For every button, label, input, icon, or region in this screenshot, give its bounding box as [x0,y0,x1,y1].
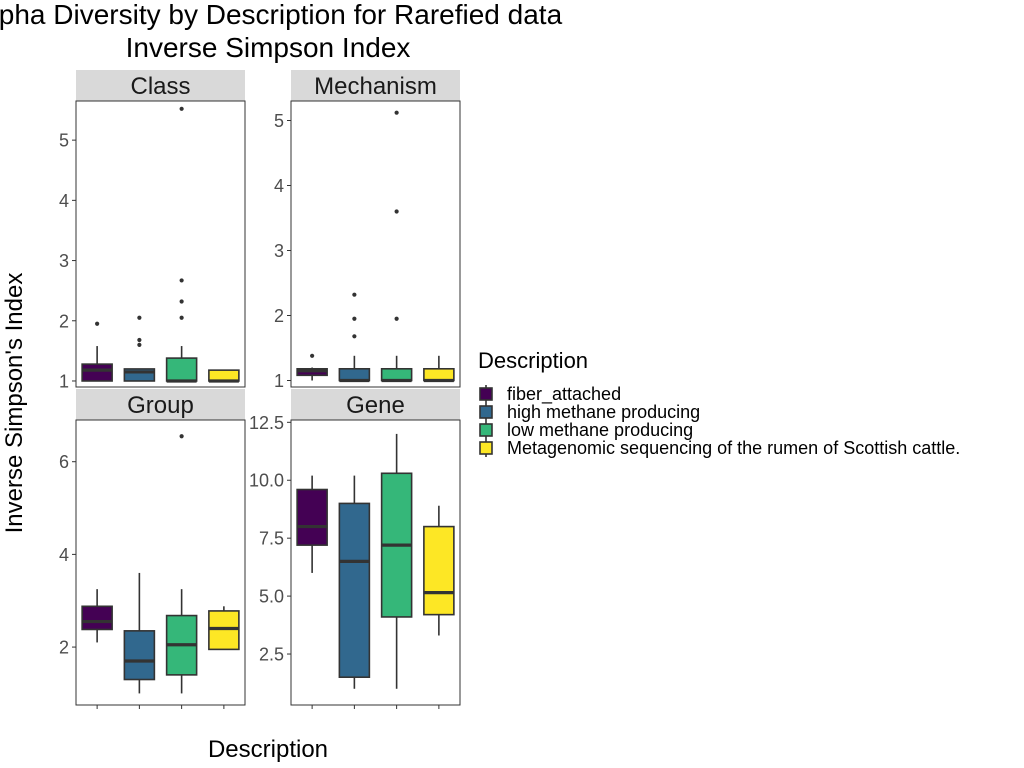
facet-panels: Class 1 2 3 4 5 Mechanism 1 2 3 4 5 Group 2 4 6 Gene 2.5 5… [59,70,461,709]
outlier-point [95,321,100,326]
legend-label: Metagenomic sequencing of the rumen of S… [507,438,960,458]
legend-key [479,423,493,437]
box-mechanism-2 [338,292,371,383]
outlier-point [310,353,315,358]
y-tick-label-mechanism: 1 [274,371,284,391]
x-axis-title: Description [208,736,328,763]
box-body [123,630,156,681]
outlier-point [394,110,399,115]
outlier-point [394,316,399,321]
outlier-point [137,337,142,343]
outlier-point [179,106,184,111]
y-axis-title: Inverse Simpson's Index [1,273,28,534]
box-body [208,369,240,382]
y-tick-label-gene: 2.5 [259,645,284,665]
strip-label-gene: Gene [346,392,405,419]
box-class-1 [81,321,113,382]
chart-subtitle: Inverse Simpson Index [126,32,411,63]
panel-group: Group 2 4 6 [59,389,246,709]
box-group-3 [165,434,198,694]
legend-label: low methane producing [507,420,693,440]
box-class-4 [208,369,240,383]
box-body [338,502,371,678]
outlier-point [179,278,184,283]
panel-border-class [75,100,246,388]
y-tick-label-mechanism: 4 [274,176,284,196]
y-tick-label-class: 4 [59,191,69,211]
panel-border-gene [290,419,461,706]
legend-key [479,387,493,401]
box-mechanism-3 [380,110,413,383]
strip-label-class: Class [130,73,190,100]
outlier-point [352,316,357,321]
legend-label: high methane producing [507,402,700,422]
y-tick-label-gene: 5.0 [259,587,284,607]
legend-label: fiber_attached [507,384,621,405]
box-gene-4 [423,505,455,636]
y-tick-label-mechanism: 3 [274,241,284,261]
outlier-point [179,434,184,439]
panel-mechanism: Mechanism 1 2 3 4 5 [274,70,461,391]
y-tick-label-class: 1 [59,371,69,391]
strip-label-mechanism: Mechanism [314,73,437,100]
outlier-point [179,315,184,320]
box-class-3 [165,106,198,383]
box-group-4 [208,606,240,651]
legend-entry-2: high methane producing [479,402,700,422]
box-body [208,610,240,651]
outlier-point [137,315,142,320]
box-mechanism-1 [296,353,328,381]
panel-gene: Gene 2.5 5.0 7.5 10.0 12.5 [249,389,461,709]
box-group-2 [123,572,156,694]
strip-class [76,70,245,101]
legend-title: Description [478,348,588,373]
strip-gene [291,389,460,420]
panel-border-group [75,419,246,706]
box-body [423,367,455,382]
strip-group [76,389,245,420]
strip-mechanism [291,70,460,101]
y-tick-label-gene: 7.5 [259,529,284,549]
y-tick-label-group: 2 [59,638,69,658]
legend-entry-3: low methane producing [479,420,693,440]
y-tick-label-class: 3 [59,251,69,271]
outlier-point [352,334,357,339]
chart-title: Alpha Diversity by Description for Raref… [0,0,563,30]
legend-entry-4: Metagenomic sequencing of the rumen of S… [479,438,960,458]
box-gene-3 [380,433,413,689]
box-body [338,367,371,382]
y-tick-label-group: 4 [59,545,69,565]
outlier-point [179,299,184,304]
box-gene-1 [296,475,328,573]
outlier-point [137,342,142,347]
panel-border-mechanism [290,100,461,388]
outlier-point [352,292,357,297]
y-tick-label-mechanism: 2 [274,306,284,326]
y-tick-label-class: 2 [59,311,69,331]
y-tick-label-mechanism: 5 [274,111,284,131]
box-class-2 [123,315,156,382]
y-tick-label-gene: 10.0 [249,471,284,491]
box-gene-2 [338,475,371,689]
box-body [380,367,413,382]
box-body [423,525,455,616]
legend-key [479,441,493,455]
box-group-1 [81,589,113,643]
box-mechanism-4 [423,355,455,383]
outlier-point [394,209,399,214]
legend-entry-1: fiber_attached [479,384,621,405]
panel-class: Class 1 2 3 4 5 [59,70,246,391]
box-body [81,363,113,382]
y-tick-label-gene: 12.5 [249,413,284,433]
box-body [296,488,328,546]
box-body [81,605,113,631]
strip-label-group: Group [127,392,194,419]
y-tick-label-group: 6 [59,452,69,472]
box-body [165,357,198,382]
legend-key [479,405,493,419]
y-tick-label-class: 5 [59,131,69,151]
